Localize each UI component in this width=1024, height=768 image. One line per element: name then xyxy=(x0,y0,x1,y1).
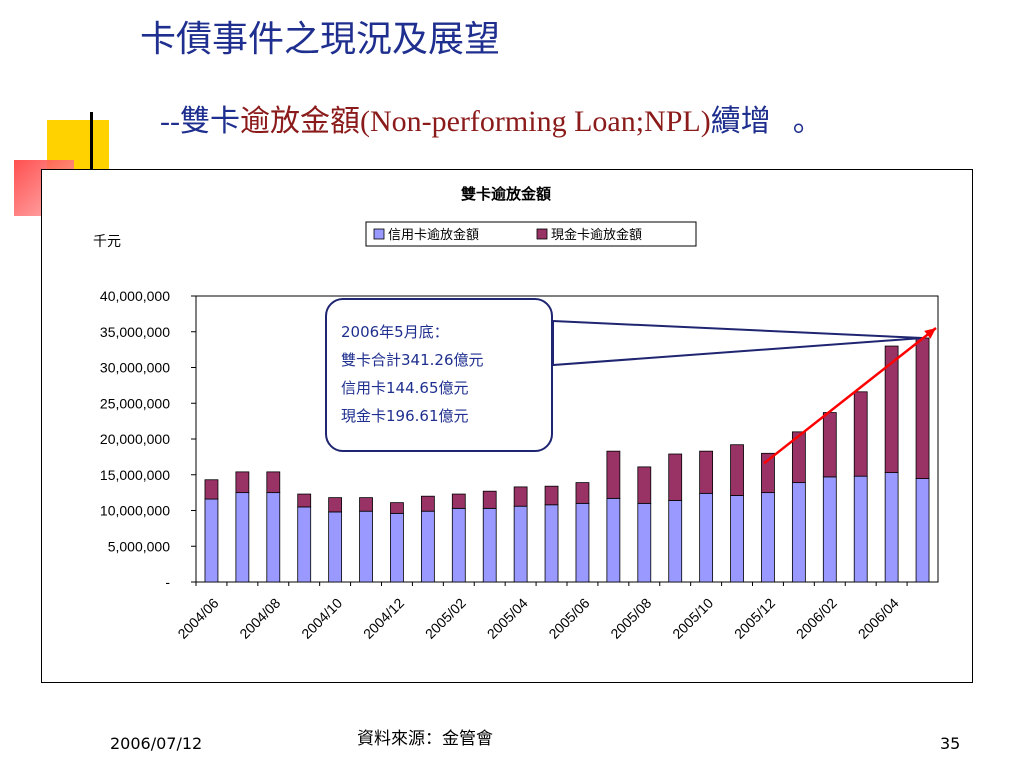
y-tick-label: 15,000,000 xyxy=(100,467,170,483)
bar-cash xyxy=(513,486,528,507)
bar-credit xyxy=(420,510,435,583)
bar-cash xyxy=(451,493,466,509)
footer-date: 2006/07/12 xyxy=(110,734,203,753)
bar-cash xyxy=(390,502,404,514)
subtitle-suffix: 續增 xyxy=(710,105,771,138)
bar-cash xyxy=(297,493,312,508)
legend-label-credit: 信用卡逾放金額 xyxy=(388,227,479,243)
bar-credit xyxy=(513,505,528,583)
bar-credit xyxy=(853,475,868,583)
callout-line-2: 雙卡合計341.26億元 xyxy=(341,351,484,369)
callout-line-3: 信用卡144.65億元 xyxy=(341,379,469,397)
y-tick-label: 20,000,000 xyxy=(100,431,170,447)
x-tick-label: 2005/04 xyxy=(484,595,531,642)
x-tick-label: 2005/02 xyxy=(422,595,469,642)
y-tick-label: - xyxy=(165,574,170,590)
bar-cash xyxy=(266,471,281,494)
bar-credit xyxy=(390,512,404,583)
bar-cash xyxy=(606,450,621,499)
bar-cash xyxy=(668,453,683,501)
bar-credit xyxy=(482,507,497,583)
x-tick-label: 2005/08 xyxy=(607,595,654,642)
bar-credit xyxy=(266,492,281,583)
bar-credit xyxy=(822,476,837,583)
subtitle-end: 。 xyxy=(792,105,823,138)
callout-line-4: 現金卡196.61億元 xyxy=(341,407,469,425)
bar-cash xyxy=(884,345,899,474)
y-tick-label: 10,000,000 xyxy=(100,503,170,519)
slide-title: 卡債事件之現況及展望 xyxy=(140,19,501,60)
bar-credit xyxy=(297,506,312,583)
x-tick-label: 2005/10 xyxy=(669,595,716,642)
callout-box: 2006年5月底： 雙卡合計341.26億元 信用卡144.65億元 現金卡19… xyxy=(325,298,553,452)
bar-credit xyxy=(884,472,899,583)
bar-credit xyxy=(730,495,744,583)
footer-source: 資料來源：金管會 xyxy=(357,729,493,749)
subtitle-dash: -- xyxy=(160,105,180,138)
bar-credit xyxy=(606,497,621,583)
bar-credit xyxy=(791,482,806,583)
chart-title: 雙卡逾放金額 xyxy=(461,185,551,203)
bar-credit xyxy=(637,502,652,583)
bar-cash xyxy=(359,497,373,512)
x-tick-label: 2006/02 xyxy=(793,595,840,642)
bar-credit xyxy=(699,492,714,583)
legend-swatch-cash xyxy=(536,228,548,240)
slide-subtitle: --雙卡逾放金額(Non-performing Loan;NPL)續增。 xyxy=(160,96,823,140)
bar-cash xyxy=(544,485,559,506)
bar-credit xyxy=(328,511,343,583)
bar-cash xyxy=(420,495,435,512)
y-tick-label: 40,000,000 xyxy=(100,288,170,304)
bar-cash xyxy=(699,450,714,494)
legend-box xyxy=(365,221,697,247)
y-tick-label: 35,000,000 xyxy=(100,324,170,340)
trend-arrow-line xyxy=(763,327,937,465)
footer-page-number: 35 xyxy=(940,734,961,753)
bar-cash xyxy=(204,479,219,500)
callout-pointer xyxy=(552,319,923,367)
y-tick-label: 30,000,000 xyxy=(100,360,170,376)
trend-arrow-head xyxy=(924,327,936,339)
bar-cash xyxy=(791,431,806,484)
bar-cash xyxy=(822,412,837,478)
x-tick-label: 2005/12 xyxy=(731,595,778,642)
subtitle-prefix: 雙卡 xyxy=(179,105,240,138)
bar-cash xyxy=(637,466,652,504)
decor-black-bar xyxy=(90,112,93,174)
bar-credit xyxy=(359,510,373,583)
bar-cash xyxy=(730,444,744,496)
x-tick-label: 2004/08 xyxy=(236,595,283,642)
bar-credit xyxy=(915,478,930,583)
bar-cash xyxy=(328,497,343,513)
callout-line-1: 2006年5月底： xyxy=(341,323,449,341)
bar-credit xyxy=(451,507,466,583)
x-tick-label: 2006/04 xyxy=(855,595,902,642)
bar-cash xyxy=(235,471,250,494)
bar-credit xyxy=(204,498,219,583)
bar-cash xyxy=(575,482,590,504)
bar-credit xyxy=(575,502,590,583)
bar-cash xyxy=(853,391,868,477)
x-tick-label: 2004/10 xyxy=(298,595,345,642)
bar-cash xyxy=(915,337,930,479)
x-tick-label: 2004/06 xyxy=(174,595,221,642)
bar-credit xyxy=(235,492,250,583)
x-tick-label: 2004/12 xyxy=(360,595,407,642)
subtitle-main: 逾放金額(Non-performing Loan;NPL) xyxy=(239,105,711,138)
x-tick-label: 2005/06 xyxy=(545,595,592,642)
y-axis-label: 千元 xyxy=(93,234,121,250)
bar-cash xyxy=(482,490,497,509)
legend-swatch-credit xyxy=(373,228,385,240)
bar-credit xyxy=(761,492,775,583)
legend-label-cash: 現金卡逾放金額 xyxy=(551,227,642,243)
bar-credit xyxy=(668,500,683,583)
y-tick-label: 5,000,000 xyxy=(108,538,170,554)
y-tick-label: 25,000,000 xyxy=(100,395,170,411)
bar-credit xyxy=(544,504,559,583)
